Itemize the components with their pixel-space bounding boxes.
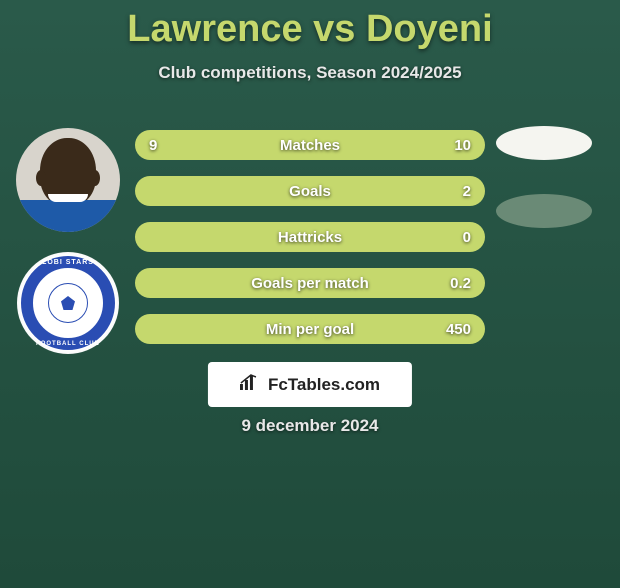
stat-right-value: 0.2 — [450, 275, 471, 292]
right-blobs-column — [496, 126, 606, 228]
stat-right-value: 450 — [446, 321, 471, 338]
subtitle: Club competitions, Season 2024/2025 — [0, 63, 620, 83]
stat-bar: Goals per match 0.2 — [135, 268, 485, 298]
stat-right-value: 10 — [454, 137, 471, 154]
stat-bar: Min per goal 450 — [135, 314, 485, 344]
stat-right-value: 0 — [463, 229, 471, 246]
stat-bar: Hattricks 0 — [135, 222, 485, 252]
stat-label: Goals — [289, 183, 331, 200]
brand-badge[interactable]: FcTables.com — [208, 362, 412, 407]
player-ear-right — [90, 170, 100, 186]
club-text-top: LOBI STARS — [42, 259, 94, 266]
opponent-blob — [496, 194, 592, 228]
stat-right-value: 2 — [463, 183, 471, 200]
brand-text: FcTables.com — [268, 375, 380, 395]
stat-label: Hattricks — [278, 229, 342, 246]
stat-bar: 9 Matches 10 — [135, 130, 485, 160]
stat-label: Goals per match — [251, 275, 369, 292]
stat-label: Matches — [280, 137, 340, 154]
player-avatar — [16, 128, 120, 232]
stat-label: Min per goal — [266, 321, 354, 338]
date-text: 9 december 2024 — [241, 416, 378, 436]
club-text-bottom: FOOTBALL CLUB — [36, 341, 100, 347]
opponent-blob — [496, 126, 592, 160]
player-jersey — [16, 200, 120, 232]
stat-bar: Goals 2 — [135, 176, 485, 206]
comparison-bars: 9 Matches 10 Goals 2 Hattricks 0 Goals p… — [135, 130, 485, 360]
left-avatars-column: LOBI STARS FOOTBALL CLUB — [8, 128, 128, 354]
soccer-ball-icon — [48, 283, 88, 323]
club-avatar: LOBI STARS FOOTBALL CLUB — [17, 252, 119, 354]
bar-chart-icon — [240, 374, 260, 395]
player-ear-left — [36, 170, 46, 186]
stat-left-value: 9 — [149, 137, 157, 154]
page-title: Lawrence vs Doyeni — [0, 8, 620, 51]
